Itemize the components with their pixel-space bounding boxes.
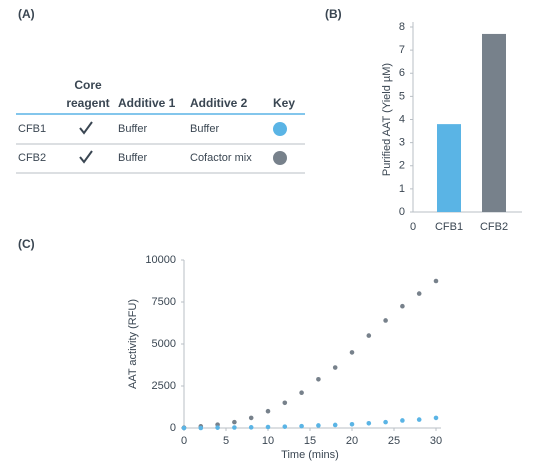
y-tick-label: 8 [399, 21, 405, 33]
y-axis-label: AAT activity (RFU) [127, 299, 139, 389]
point [282, 400, 288, 406]
check-icon [79, 150, 93, 164]
y-tick-label: 2500 [152, 380, 176, 392]
y-tick-label: 5 [399, 90, 405, 102]
panel-label: (B) [325, 7, 342, 21]
x-tick-label: 20 [346, 435, 358, 447]
point [416, 417, 422, 422]
point [400, 418, 405, 423]
x-tick-label: 15 [304, 435, 316, 447]
point [400, 303, 405, 309]
y-tick-label: 6 [399, 67, 405, 79]
point [232, 419, 237, 425]
bar [437, 124, 461, 212]
point [383, 419, 388, 425]
y-tick-label: 4 [399, 113, 405, 125]
point [366, 420, 372, 426]
point [316, 423, 321, 428]
key-dot [273, 151, 287, 165]
x-tick-label: CFB2 [480, 221, 508, 233]
table-header: Additive 1 [118, 96, 176, 110]
y-tick-label: 3 [399, 137, 405, 149]
point [383, 318, 388, 323]
table-header: Key [273, 96, 295, 110]
point [416, 291, 422, 296]
y-tick-label: 0 [399, 206, 405, 218]
y-tick-label: 5000 [152, 338, 176, 350]
x-tick-label: 30 [430, 435, 442, 447]
table-header: Additive 2 [190, 96, 248, 110]
y-tick-label: 1 [399, 183, 405, 195]
y-axis-label: Purified AAT (Yield µM) [381, 63, 393, 176]
x-tick-label: CFB1 [435, 221, 463, 233]
check-icon [79, 121, 93, 135]
point [198, 425, 204, 431]
row-label: CFB1 [18, 123, 46, 135]
point [332, 422, 338, 428]
y-tick-label: 7500 [152, 296, 176, 308]
panel-label: (A) [18, 7, 35, 21]
point [366, 333, 372, 338]
x-axis-label: Time (mins) [281, 449, 339, 461]
x-tick-label: 0 [181, 435, 187, 447]
point [433, 415, 439, 421]
point [265, 424, 271, 430]
point [248, 415, 254, 421]
point [299, 423, 304, 429]
row-label: CFB2 [18, 152, 46, 164]
point [433, 278, 439, 284]
x-tick-label: 25 [388, 435, 400, 447]
cell: Buffer [118, 123, 147, 135]
cell: Buffer [190, 123, 219, 135]
cell: Cofactor mix [190, 152, 252, 164]
panel-label: (C) [18, 237, 35, 251]
y-tick-label: 7 [399, 44, 405, 56]
y-tick-label: 2 [399, 160, 405, 172]
cell: Buffer [118, 152, 147, 164]
point [316, 376, 321, 382]
point [232, 425, 237, 430]
point [248, 425, 254, 430]
x-origin-label: 0 [410, 221, 416, 233]
point [181, 425, 187, 431]
point [349, 350, 355, 355]
bar [482, 33, 506, 212]
point [332, 365, 338, 370]
y-tick-label: 0 [170, 422, 176, 434]
x-tick-label: 5 [223, 435, 229, 447]
key-dot [273, 122, 287, 136]
x-tick-label: 10 [262, 435, 274, 447]
point [265, 408, 271, 414]
point [299, 390, 304, 396]
point [349, 422, 355, 427]
table-header: Core reagent [66, 78, 109, 110]
point [215, 425, 220, 430]
point [282, 424, 288, 429]
y-tick-label: 10000 [145, 254, 176, 266]
